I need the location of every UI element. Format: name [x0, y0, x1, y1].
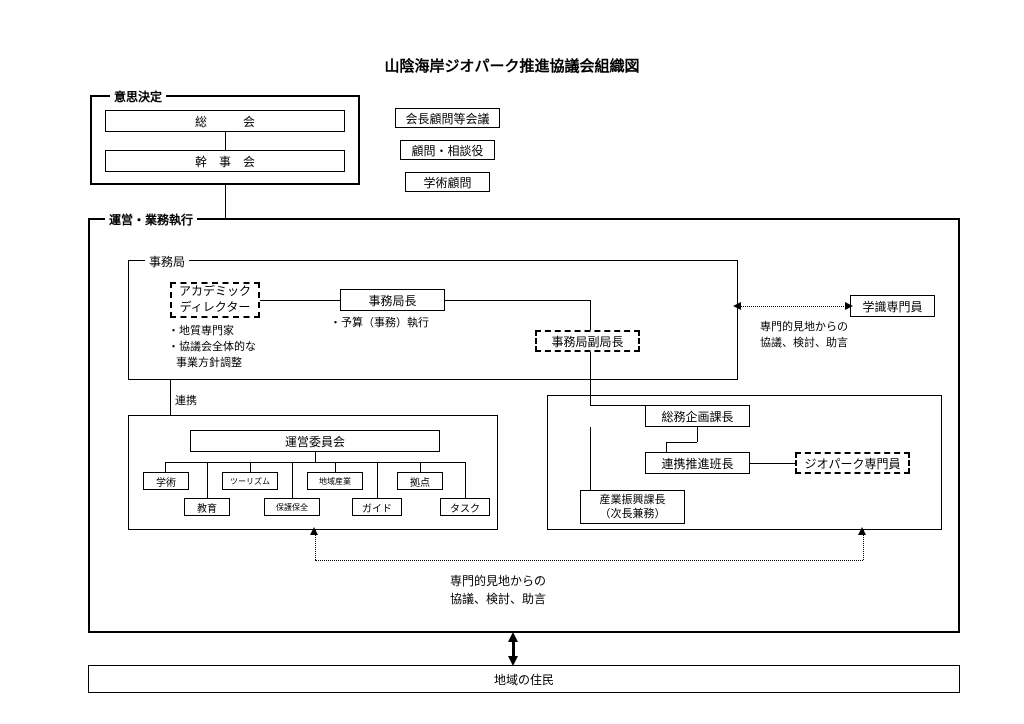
advisor-box: 顧問・相談役	[400, 140, 495, 160]
sub-base: 拠点	[397, 472, 443, 490]
secretariat-label: 事務局	[145, 253, 189, 270]
chair-meeting-box: 会長顧問等会議	[395, 108, 500, 128]
bottom-note-2: 協議、検討、助言	[450, 590, 546, 607]
director-note-1: ・地質専門家	[168, 322, 234, 338]
deputy-chief-box: 事務局副局長	[535, 330, 640, 352]
secretariat-chief-box: 事務局長	[340, 289, 445, 311]
general-affairs-box: 総務企画課長	[645, 405, 750, 427]
sub-task: タスク	[440, 498, 490, 516]
steering-committee-box: 運営委員会	[190, 430, 440, 452]
residents-box: 地域の住民	[88, 665, 960, 693]
diagram-title: 山陰海岸ジオパーク推進協議会組織図	[0, 55, 1024, 76]
expert-note-2: 協議、検討、助言	[760, 334, 848, 350]
sub-guide: ガイド	[352, 498, 402, 516]
cooperation-label: 連携	[175, 392, 197, 408]
bottom-note-1: 専門的見地からの	[450, 572, 546, 589]
sub-education: 教育	[184, 498, 230, 516]
sub-academic: 学術	[143, 472, 189, 490]
sub-local: 地域産業	[307, 472, 363, 490]
board-box: 幹 事 会	[105, 150, 345, 172]
sub-tourism: ツーリズム	[222, 472, 278, 490]
director-note-2: ・協議会全体的な	[168, 338, 256, 354]
academic-director-box: アカデミック ディレクター	[170, 282, 260, 318]
industry-chief-box: 産業振興課長 （次長兼務）	[580, 490, 685, 524]
sub-conservation: 保護保全	[264, 498, 320, 516]
director-note-3: 事業方針調整	[176, 354, 242, 370]
operation-label: 運営・業務執行	[105, 211, 197, 228]
expert-note-1: 専門的見地からの	[760, 318, 848, 334]
academic-specialist-box: 学識専門員	[850, 295, 935, 317]
academic-advisor-box: 学術顧問	[405, 172, 490, 192]
general-assembly-box: 総 会	[105, 110, 345, 132]
secretariat-chief-note: ・予算（事務）執行	[330, 314, 429, 330]
promotion-leader-box: 連携推進班長	[645, 452, 750, 474]
decision-label: 意思決定	[110, 88, 166, 105]
geopark-specialist-box: ジオパーク専門員	[795, 452, 910, 474]
